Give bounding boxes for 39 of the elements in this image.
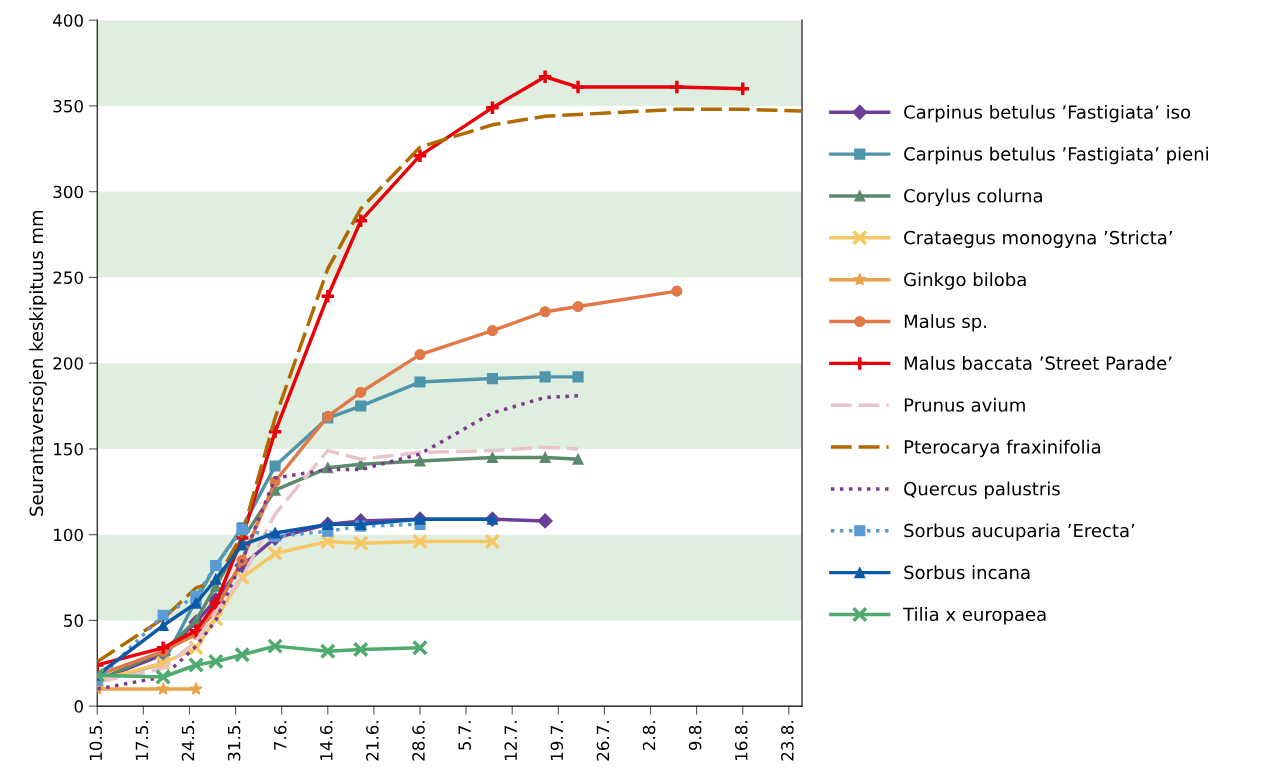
x-tick-label: 31.5. [227,721,241,761]
legend-label: Malus sp. [904,314,987,332]
legend-label: Quercus palustris [904,481,1060,500]
x-tick-label: 23.8. [781,721,794,761]
x-tick-label: 21.6. [366,721,379,761]
x-tick-label: 14.6. [320,721,333,760]
legend-label: Malus baccata ’Street Parade’ [904,355,1172,370]
y-tick-label: 400 [53,14,83,27]
y-tick-label: 350 [53,99,83,113]
legend-label: Carpinus betulus ’Fastigiata’ iso [904,104,1191,123]
x-tick-label: 26.7. [596,721,610,761]
y-tick-label: 300 [53,185,83,199]
x-tick-label: 12.7. [504,721,517,760]
y-tick-label: 200 [53,357,83,370]
x-tick-label: 2.8. [642,721,656,750]
legend-label: Carpinus betulus ’Fastigiata’ pieni [904,146,1208,165]
x-tick-label: 19.7. [550,721,564,760]
y-tick-label: 250 [53,271,83,284]
legend-label: Ginkgo biloba [904,272,1026,290]
legend-label: Sorbus aucuparia ’Erecta’ [904,523,1135,541]
x-tick-label: 10.5. [89,721,103,760]
x-tick-label: 5.7. [458,721,471,750]
x-tick-label: 28.6. [412,721,425,761]
y-tick-label: 150 [54,442,83,456]
x-tick-label: 24.5. [181,721,195,761]
x-tick-label: 16.8. [734,721,748,760]
legend-label: Prunus avium [904,397,1025,412]
y-axis-title: Seurantaversojen keskipituus mm [29,210,47,516]
legend-label: Crataegus monogyna ’Stricta’ [904,230,1172,248]
y-tick-label: 100 [54,528,83,542]
legend-label: Tilia x europaea [903,607,1046,625]
x-tick-label: 7.6. [273,721,287,750]
x-tick-label: 17.5. [135,721,149,760]
legend-label: Corylus colurna [904,188,1042,207]
legend-label: Sorbus incana [904,565,1030,580]
legend-label: Pterocarya fraxinifolia [904,439,1101,458]
x-tick-label: 9.8. [688,721,702,751]
y-tick-label: 50 [64,614,83,627]
y-tick-label: 0 [74,700,83,713]
